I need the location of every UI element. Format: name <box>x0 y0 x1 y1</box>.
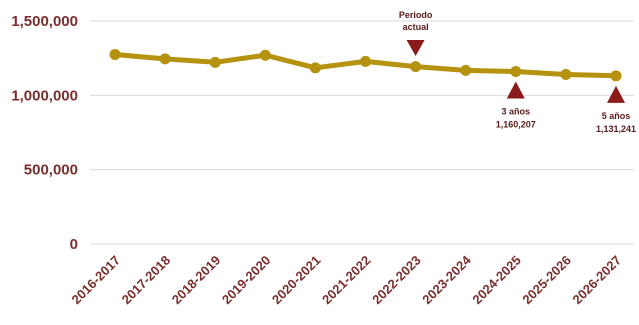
x-tick-label: 2020-2021 <box>269 253 324 308</box>
annotations: Periodo actual 3 años 1,160,207 5 años 1,131,… <box>399 10 636 134</box>
data-point <box>510 66 522 78</box>
x-tick-label: 2026-2027 <box>570 253 625 308</box>
annotation-label: 5 años <box>602 111 631 121</box>
x-tick-label: 2018-2019 <box>169 253 224 308</box>
data-point <box>109 48 121 60</box>
gridlines <box>90 20 634 245</box>
x-tick-label: 2017-2018 <box>119 253 174 308</box>
y-tick-label: 0 <box>70 236 78 253</box>
data-point <box>610 70 622 82</box>
annotation-label: 1,160,207 <box>496 120 536 130</box>
data-point <box>209 56 221 68</box>
x-tick-label: 2023-2024 <box>419 252 474 307</box>
y-tick-label: 500,000 <box>24 162 78 179</box>
annotation-label: 1,131,241 <box>596 124 636 134</box>
data-point <box>410 61 422 73</box>
data-point <box>360 55 371 67</box>
annotation-label: Periodo <box>399 10 433 20</box>
x-tick-label: 2022-2023 <box>369 253 424 308</box>
x-tick-label: 2025-2026 <box>519 253 574 308</box>
x-tick-label: 2024-2025 <box>469 253 524 308</box>
annotation-label: 3 años <box>502 107 531 117</box>
y-tick-label: 1,000,000 <box>11 87 78 104</box>
annotation-marker-down <box>406 40 425 56</box>
data-point <box>560 69 572 81</box>
data-point <box>259 49 271 61</box>
data-point <box>309 62 321 74</box>
annotation-marker-up <box>506 81 525 99</box>
x-tick-label: 2019-2020 <box>219 253 274 308</box>
x-tick-label: 2016-2017 <box>69 253 124 308</box>
x-tick-label: 2021-2022 <box>319 253 374 308</box>
data-point <box>159 53 171 65</box>
y-tick-label: 1,500,000 <box>11 13 78 30</box>
annotation-marker-up <box>607 85 625 103</box>
x-axis-ticks: 2016-20172017-20182018-20192019-20202020… <box>69 252 625 307</box>
data-point <box>460 64 472 76</box>
y-axis-ticks: 0 500,000 1,000,000 1,500,000 <box>11 13 78 253</box>
annotation-label: actual <box>403 22 429 32</box>
series-points <box>109 48 622 82</box>
